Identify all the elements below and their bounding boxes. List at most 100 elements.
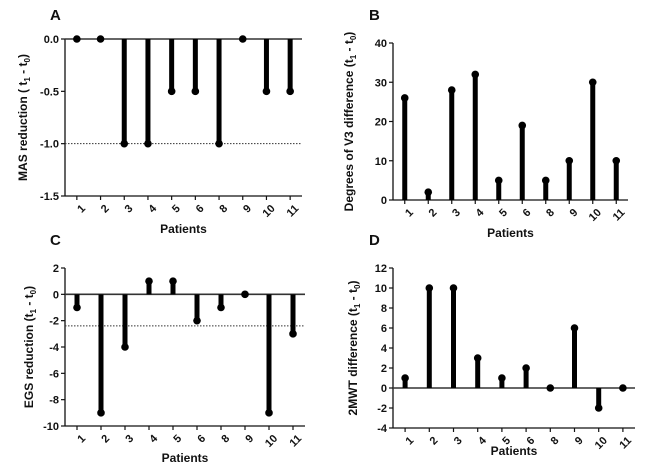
y-axis-title: 2MWT difference (t1 - t0)	[346, 281, 362, 416]
y-tick-label: 20	[375, 117, 387, 129]
data-point	[449, 284, 458, 292]
x-tick-label: 11	[617, 435, 634, 452]
y-tick-label: 6	[381, 323, 387, 335]
x-tick-label: 4	[476, 434, 489, 447]
y-tick-label: -1.0	[40, 139, 59, 151]
y-tick-label: -10	[43, 421, 59, 433]
x-tick-label: 3	[450, 207, 463, 220]
y-tick-label: -1.5	[40, 191, 59, 203]
x-tick-label: 2	[428, 435, 441, 448]
x-tick-label: 5	[171, 433, 184, 446]
x-tick-label: 3	[123, 433, 136, 446]
x-tick-label: 4	[147, 432, 160, 445]
x-axis-title: Patients	[487, 226, 534, 240]
y-axis-title-part: )	[342, 32, 356, 36]
panel-label: B	[369, 7, 380, 24]
x-tick-label: 5	[497, 207, 510, 220]
y-tick-label: 2	[53, 263, 59, 275]
x-tick-label: 8	[219, 433, 232, 446]
x-tick-label: 5	[170, 203, 183, 216]
data-point	[238, 35, 247, 43]
y-axis-title-subscript: 1	[29, 308, 38, 313]
y-tick-label: -8	[49, 395, 59, 407]
data-point	[570, 324, 579, 332]
y-axis-title-subscript: 0	[353, 284, 362, 289]
y-tick-label: 30	[375, 77, 387, 89]
y-axis-title-subscript: 1	[23, 77, 32, 82]
y-axis-title-part: - t	[342, 40, 356, 55]
data-point	[121, 343, 129, 351]
x-tick-label: 8	[217, 203, 230, 216]
y-axis-title-part: - t	[16, 63, 30, 78]
data-point	[588, 78, 597, 87]
x-tick-label: 3	[123, 203, 136, 216]
x-tick-label: 10	[261, 203, 278, 220]
panel-label: A	[50, 7, 61, 24]
x-tick-label: 11	[285, 203, 302, 220]
data-point	[565, 156, 574, 165]
x-axis-title: Patients	[160, 222, 207, 236]
x-tick-label: 10	[593, 435, 610, 452]
x-tick-label: 8	[549, 435, 562, 448]
panel-label: D	[369, 232, 380, 249]
data-point	[169, 277, 177, 285]
data-point	[96, 35, 105, 43]
x-tick-label: 9	[568, 207, 581, 220]
data-point	[286, 87, 294, 96]
y-tick-label: -6	[49, 368, 59, 380]
data-point	[144, 139, 152, 148]
y-tick-label: 0	[53, 289, 59, 301]
x-tick-label: 2	[99, 433, 112, 446]
y-axis-title-part: MAS reduction ( t	[16, 82, 30, 181]
data-point	[217, 303, 225, 312]
y-axis-title: EGS reduction (t1 - t0)	[22, 286, 38, 408]
data-point	[424, 188, 433, 196]
x-tick-label: 10	[263, 433, 280, 450]
data-point	[193, 316, 201, 325]
data-point	[167, 87, 176, 96]
x-tick-label: 10	[587, 207, 604, 224]
data-point	[471, 70, 480, 79]
y-axis-title: MAS reduction ( t1 - t0)	[16, 54, 32, 181]
y-axis-title-part: )	[346, 281, 360, 285]
y-tick-label: 40	[375, 38, 387, 50]
data-point	[400, 94, 409, 102]
y-axis-title: Degrees of V3 difference (t1 - t0)	[342, 32, 358, 212]
data-point	[594, 404, 603, 412]
y-tick-label: -2	[49, 316, 59, 328]
y-axis-title-subscript: 0	[349, 35, 358, 40]
panel-label: C	[50, 232, 61, 249]
x-tick-label: 4	[146, 202, 159, 215]
data-point	[73, 35, 81, 43]
data-point	[425, 284, 434, 292]
data-point	[518, 121, 527, 130]
y-tick-label: 2	[381, 363, 387, 375]
data-point	[241, 290, 249, 299]
data-point	[97, 409, 105, 417]
x-tick-label: 2	[427, 207, 440, 220]
y-tick-label: 8	[381, 303, 387, 315]
y-axis-title-part: )	[16, 54, 30, 58]
y-tick-label: 10	[375, 283, 387, 295]
y-tick-label: 10	[375, 156, 387, 168]
data-point	[120, 139, 129, 148]
y-axis-title-subscript: 1	[353, 303, 362, 308]
y-tick-label: -4	[49, 342, 60, 354]
data-point	[289, 330, 297, 338]
x-tick-label: 8	[544, 207, 557, 220]
x-tick-label: 1	[75, 433, 88, 446]
y-tick-label: 0	[381, 383, 387, 395]
x-tick-label: 9	[573, 435, 586, 448]
x-tick-label: 11	[611, 207, 628, 224]
data-point	[541, 176, 550, 185]
data-point	[145, 277, 153, 285]
data-point	[522, 364, 530, 372]
x-tick-label: 11	[287, 433, 304, 450]
data-point	[498, 374, 506, 382]
data-point	[215, 139, 223, 148]
y-axis-title-part: 2MWT difference (t	[346, 308, 360, 415]
